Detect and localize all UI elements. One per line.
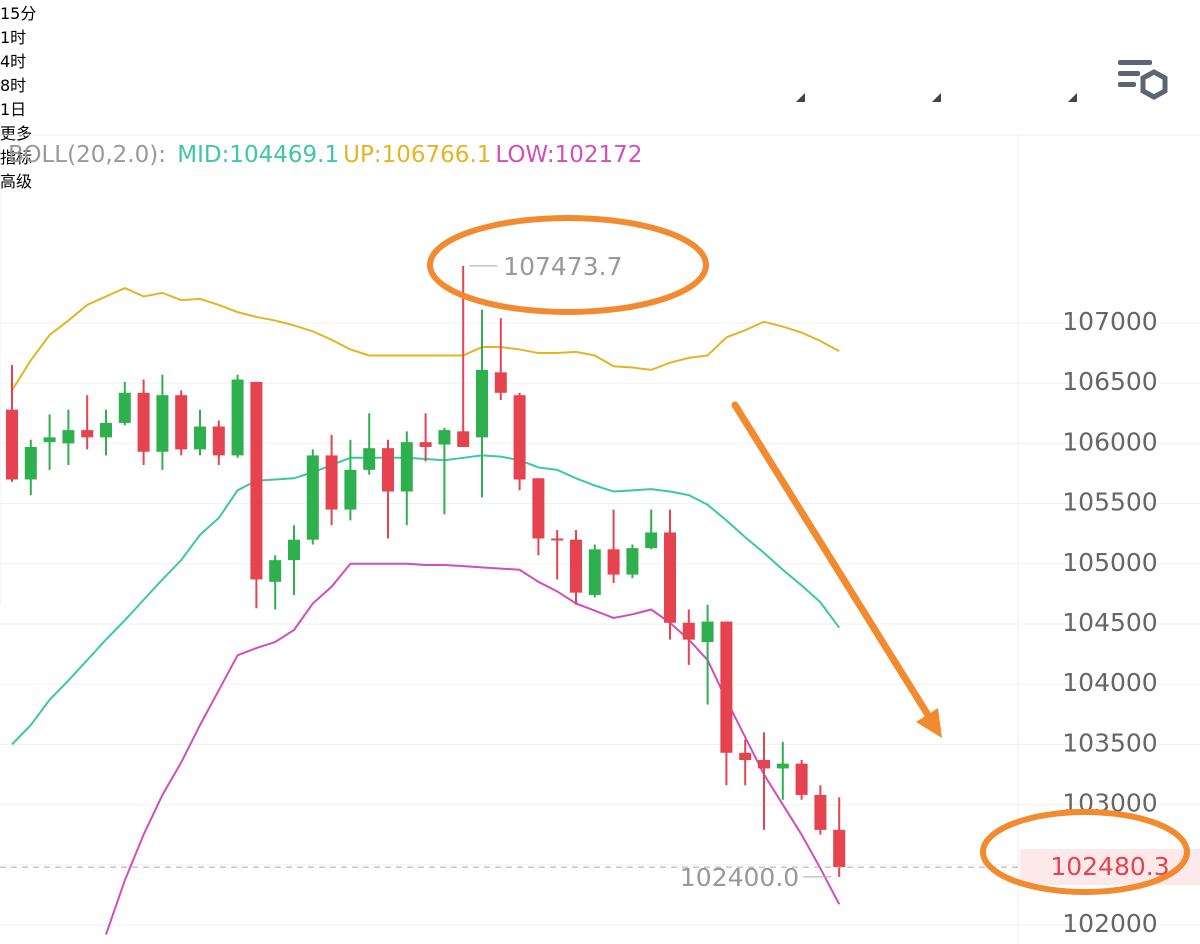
y-tick-label: 106500	[1062, 367, 1157, 396]
candle-body	[81, 430, 94, 438]
candle-body	[269, 560, 282, 582]
candle-body	[382, 448, 394, 492]
dropdown-caret	[932, 93, 941, 102]
candle-body	[758, 760, 770, 769]
tab[interactable]: 15分	[0, 4, 37, 23]
candle-body	[400, 442, 413, 492]
y-tick-label: 104000	[1062, 668, 1157, 697]
candle-body	[494, 372, 507, 393]
tab[interactable]: 1日	[0, 100, 27, 119]
y-tick-label: 102500	[1062, 849, 1157, 878]
candle-body	[701, 621, 714, 643]
settings-icon[interactable]	[1114, 52, 1174, 112]
candle-body	[438, 430, 451, 445]
y-tick-label: 103000	[1062, 789, 1157, 818]
candle-body	[551, 538, 564, 541]
candle-body	[626, 548, 639, 575]
dropdown-caret	[796, 93, 805, 102]
indicator-legend: BOLL(20,2.0): MID:104469.1 UP:106766.1 LOW…	[8, 142, 646, 168]
annotation-arrowhead	[916, 708, 942, 738]
candle-body	[137, 392, 150, 452]
candle-body	[419, 442, 432, 447]
tab[interactable]: 8时	[0, 76, 27, 95]
candle-body	[607, 549, 620, 575]
annotation-arrow	[731, 401, 932, 719]
candle-body	[363, 448, 376, 470]
candle-body	[288, 539, 300, 561]
indicator-label: BOLL(20,2.0):	[8, 142, 166, 168]
candle-body	[24, 446, 37, 480]
icon-bar	[1118, 60, 1152, 65]
icon-hex	[1140, 69, 1168, 100]
candle-body	[532, 478, 545, 539]
candle-body	[664, 532, 676, 623]
candle-body	[175, 395, 188, 450]
legend-entry: UP:106766.1	[343, 142, 491, 168]
tab[interactable]: 更多	[0, 124, 33, 143]
candle-body	[43, 437, 56, 443]
candle-body	[156, 395, 169, 452]
annotation-ellipse	[980, 809, 1190, 895]
low-label: 102400.0	[680, 863, 799, 892]
candle-body	[457, 431, 470, 447]
candle-body	[194, 426, 206, 450]
legend-value: 104469.1	[229, 142, 340, 168]
annotation-ellipse	[427, 215, 709, 315]
tab[interactable]: 指标	[0, 148, 33, 167]
candle-body	[720, 621, 733, 753]
legend-entry: LOW:102172	[495, 142, 642, 168]
candle-body	[476, 369, 488, 438]
timeframe-tabs: 15分 1时 4时 8时 1日更多指标高级	[0, 0, 1200, 191]
candle-body	[306, 455, 319, 540]
candle-body	[776, 763, 789, 769]
tab[interactable]: 高级	[0, 172, 33, 191]
y-tick-label: 107000	[1062, 307, 1157, 336]
y-tick-label: 104500	[1062, 608, 1157, 637]
dropdown-caret	[1068, 93, 1077, 102]
candle-body	[833, 829, 846, 868]
icon-bar	[1118, 71, 1140, 76]
candle-body	[118, 392, 131, 423]
last-price-label: 102480.3	[1050, 852, 1169, 881]
legend-value: 106766.1	[381, 142, 492, 168]
tab[interactable]: 1时	[0, 28, 27, 47]
y-tick-label: 102000	[1062, 909, 1157, 938]
tab[interactable]: 4时	[0, 52, 27, 71]
candle-body	[325, 455, 338, 510]
boll-line	[105, 562, 841, 935]
candle-body	[588, 549, 601, 596]
candle-body	[62, 430, 75, 444]
boll-line	[11, 286, 840, 391]
icon-bar	[1118, 82, 1136, 87]
candle-body	[739, 752, 752, 761]
y-tick-label: 105500	[1062, 488, 1157, 517]
candle-body	[6, 409, 18, 480]
candle-body	[100, 422, 112, 438]
boll-line	[11, 454, 841, 746]
legend-value: 102172	[554, 142, 643, 168]
legend-name: MID:	[177, 142, 230, 168]
candle-body	[682, 622, 695, 640]
candle-body	[212, 426, 225, 456]
candle-body	[344, 469, 357, 510]
candle-body	[645, 532, 658, 549]
candle-body	[814, 794, 827, 830]
y-tick-label: 106000	[1062, 427, 1157, 456]
legend-entry: MID:104469.1	[177, 142, 339, 168]
candle-body	[795, 763, 808, 795]
legend-name: LOW:	[495, 142, 555, 168]
high-label: 107473.7	[503, 252, 622, 281]
last-price-tag	[1020, 849, 1200, 886]
candle-body	[250, 381, 263, 580]
y-tick-label: 103500	[1062, 728, 1157, 757]
candle-body	[513, 395, 526, 480]
y-tick-label: 105000	[1062, 548, 1157, 577]
candle-body	[570, 539, 582, 593]
candle-body	[231, 379, 244, 456]
legend-name: UP:	[343, 142, 382, 168]
